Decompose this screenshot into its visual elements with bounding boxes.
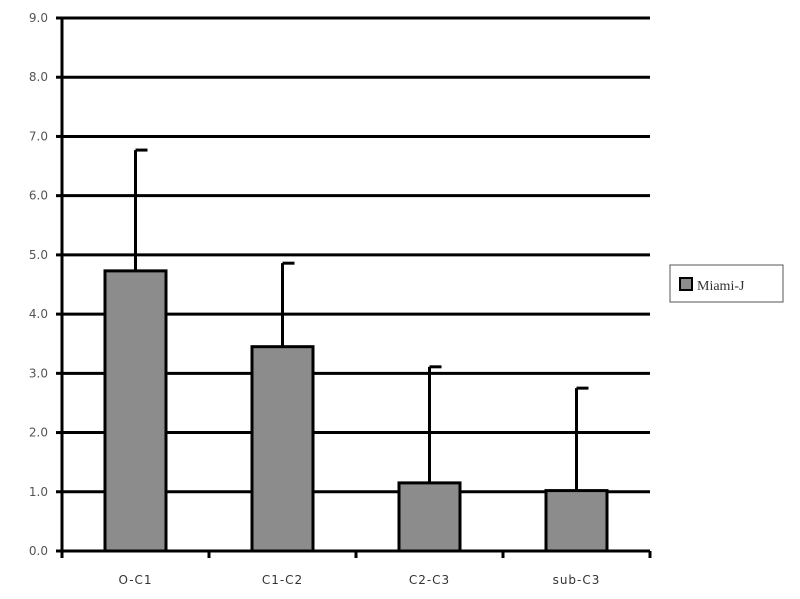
y-tick-label: 6.0 bbox=[29, 189, 48, 203]
y-tick-label: 3.0 bbox=[29, 366, 48, 380]
y-tick-label: 7.0 bbox=[29, 129, 48, 143]
y-tick-label: 0.0 bbox=[29, 544, 48, 558]
x-tick-label: sub-C3 bbox=[553, 573, 601, 587]
legend-swatch bbox=[679, 277, 693, 291]
bar bbox=[103, 269, 168, 553]
y-tick-label: 1.0 bbox=[29, 485, 48, 499]
x-tick-label: C2-C3 bbox=[409, 573, 450, 587]
y-tick-label: 4.0 bbox=[29, 307, 48, 321]
bar bbox=[250, 345, 315, 553]
x-tick-label: C1-C2 bbox=[262, 573, 303, 587]
y-tick-label: 9.0 bbox=[29, 11, 48, 25]
y-tick-label: 8.0 bbox=[29, 70, 48, 84]
y-tick-label: 2.0 bbox=[29, 426, 48, 440]
y-tick-label: 5.0 bbox=[29, 248, 48, 262]
x-tick-label: O-C1 bbox=[118, 573, 152, 587]
legend-label: Miami-J bbox=[697, 279, 745, 294]
bar bbox=[397, 481, 462, 553]
bar bbox=[544, 489, 609, 553]
